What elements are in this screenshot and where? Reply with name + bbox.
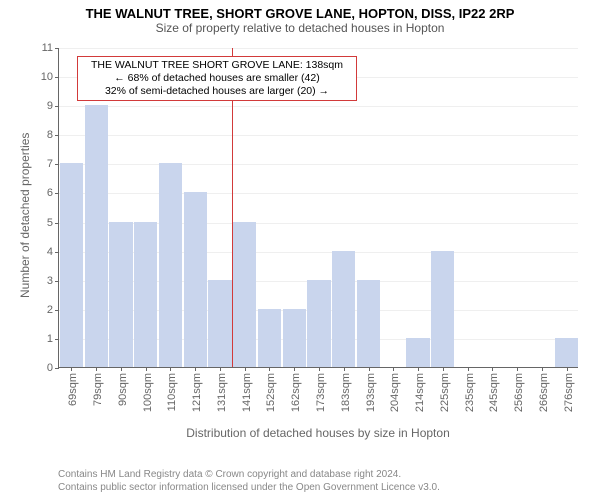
chart-title: THE WALNUT TREE, SHORT GROVE LANE, HOPTO… (0, 0, 600, 21)
bar (258, 309, 281, 367)
x-tick-label: 152sqm (265, 373, 277, 412)
x-tick-mark (393, 367, 394, 371)
bar (233, 222, 256, 367)
annotation-line: THE WALNUT TREE SHORT GROVE LANE: 138sqm (82, 59, 352, 72)
x-tick-label: 141sqm (241, 373, 253, 412)
x-tick-mark (468, 367, 469, 371)
attribution-footer: Contains HM Land Registry data © Crown c… (58, 468, 440, 494)
y-tick-mark (55, 48, 59, 49)
x-tick-label: 131sqm (216, 373, 228, 412)
x-tick-label: 256sqm (513, 373, 525, 412)
x-tick-label: 162sqm (290, 373, 302, 412)
y-tick-label: 10 (41, 71, 53, 83)
y-tick-mark (55, 252, 59, 253)
x-tick-label: 245sqm (488, 373, 500, 412)
y-tick-mark (55, 164, 59, 165)
x-tick-label: 90sqm (117, 373, 129, 406)
x-tick-label: 100sqm (142, 373, 154, 412)
y-tick-label: 7 (47, 158, 53, 170)
gridline (59, 164, 578, 165)
y-tick-label: 0 (47, 362, 53, 374)
y-tick-mark (55, 106, 59, 107)
x-tick-label: 214sqm (414, 373, 426, 412)
chart-subtitle: Size of property relative to detached ho… (0, 21, 600, 35)
x-tick-mark (443, 367, 444, 371)
y-tick-mark (55, 281, 59, 282)
x-tick-mark (567, 367, 568, 371)
y-tick-mark (55, 339, 59, 340)
x-axis-label: Distribution of detached houses by size … (58, 426, 578, 440)
x-tick-mark (170, 367, 171, 371)
x-tick-mark (121, 367, 122, 371)
y-tick-label: 8 (47, 129, 53, 141)
x-tick-mark (245, 367, 246, 371)
reference-annotation: THE WALNUT TREE SHORT GROVE LANE: 138sqm… (77, 56, 357, 101)
gridline (59, 106, 578, 107)
x-tick-mark (492, 367, 493, 371)
y-axis-label: Number of detached properties (18, 133, 32, 298)
bar (357, 280, 380, 367)
gridline (59, 193, 578, 194)
x-tick-mark (195, 367, 196, 371)
plot-area: 0123456789101169sqm79sqm90sqm100sqm110sq… (58, 48, 578, 368)
bar (184, 192, 207, 367)
y-tick-mark (55, 223, 59, 224)
x-tick-label: 204sqm (389, 373, 401, 412)
bar (283, 309, 306, 367)
x-tick-mark (517, 367, 518, 371)
x-tick-mark (542, 367, 543, 371)
y-tick-label: 5 (47, 217, 53, 229)
bar (208, 280, 231, 367)
x-tick-label: 183sqm (340, 373, 352, 412)
x-tick-mark (146, 367, 147, 371)
x-tick-mark (220, 367, 221, 371)
x-tick-mark (96, 367, 97, 371)
y-tick-mark (55, 193, 59, 194)
footer-line: Contains public sector information licen… (58, 481, 440, 494)
bar (109, 222, 132, 367)
x-tick-label: 79sqm (92, 373, 104, 406)
gridline (59, 48, 578, 49)
y-tick-label: 11 (42, 42, 53, 54)
y-tick-mark (55, 310, 59, 311)
bar (134, 222, 157, 367)
y-tick-mark (55, 135, 59, 136)
bar (406, 338, 429, 367)
y-tick-label: 4 (47, 246, 53, 258)
bar (307, 280, 330, 367)
annotation-line: 32% of semi-detached houses are larger (… (82, 85, 352, 98)
bar (85, 105, 108, 367)
bar (60, 163, 83, 367)
x-tick-label: 235sqm (464, 373, 476, 412)
annotation-line: ← 68% of detached houses are smaller (42… (82, 72, 352, 85)
bar (555, 338, 578, 367)
x-tick-mark (369, 367, 370, 371)
y-tick-label: 2 (47, 304, 53, 316)
x-tick-mark (418, 367, 419, 371)
x-tick-label: 121sqm (191, 373, 203, 412)
y-tick-mark (55, 368, 59, 369)
x-tick-label: 69sqm (67, 373, 79, 406)
y-tick-label: 1 (47, 333, 53, 345)
y-tick-label: 9 (47, 100, 53, 112)
x-tick-label: 225sqm (439, 373, 451, 412)
x-tick-label: 173sqm (315, 373, 327, 412)
bar (332, 251, 355, 367)
bar (159, 163, 182, 367)
x-tick-label: 110sqm (166, 373, 178, 411)
footer-line: Contains HM Land Registry data © Crown c… (58, 468, 440, 481)
x-tick-label: 266sqm (538, 373, 550, 412)
x-tick-mark (269, 367, 270, 371)
x-tick-mark (71, 367, 72, 371)
y-tick-label: 6 (47, 187, 53, 199)
x-tick-mark (344, 367, 345, 371)
y-tick-label: 3 (47, 275, 53, 287)
bar (431, 251, 454, 367)
gridline (59, 135, 578, 136)
y-tick-mark (55, 77, 59, 78)
x-tick-label: 276sqm (563, 373, 575, 412)
x-tick-label: 193sqm (365, 373, 377, 412)
x-tick-mark (319, 367, 320, 371)
x-tick-mark (294, 367, 295, 371)
